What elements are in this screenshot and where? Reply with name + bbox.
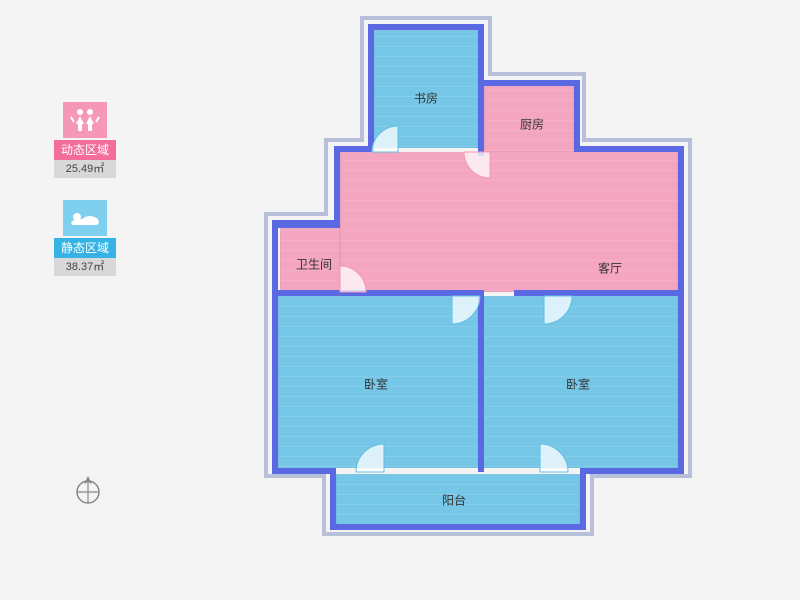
wall-segment: [580, 468, 684, 474]
outer-wall: [590, 474, 692, 478]
room-label-bath: 卫生间: [296, 256, 332, 273]
legend-dynamic-label: 动态区域: [54, 140, 116, 160]
room-living: [340, 152, 678, 292]
outer-wall: [360, 16, 492, 20]
outer-wall: [688, 138, 692, 478]
outer-wall: [322, 474, 326, 536]
legend-panel: 动态区域 25.49㎡ 静态区域 38.37㎡: [54, 102, 116, 298]
wall-segment: [514, 290, 684, 296]
wall-segment: [580, 468, 586, 530]
wall-segment: [272, 290, 340, 296]
legend-dynamic-value: 25.49㎡: [54, 160, 116, 178]
floor-plan: 书房厨房客厅 卫生间卧室 卧室阳台: [256, 20, 706, 570]
wall-segment: [272, 468, 334, 474]
room-label-study: 书房: [414, 90, 438, 107]
legend-static: 静态区域 38.37㎡: [54, 200, 116, 276]
wall-segment: [574, 80, 580, 152]
outer-wall: [590, 474, 594, 536]
wall-segment: [334, 146, 340, 224]
outer-wall: [488, 16, 492, 76]
outer-wall: [582, 138, 692, 142]
wall-segment: [678, 146, 684, 472]
outer-wall: [488, 72, 586, 76]
room-label-balcony: 阳台: [442, 492, 466, 509]
compass-icon: [72, 474, 104, 506]
outer-wall: [582, 72, 586, 142]
outer-wall: [360, 16, 364, 142]
wall-segment: [368, 24, 484, 30]
room-label-bed1: 卧室: [364, 376, 388, 393]
wall-segment: [478, 24, 484, 156]
wall-segment: [574, 146, 684, 152]
wall-segment: [478, 80, 578, 86]
wall-segment: [330, 468, 336, 530]
wall-segment: [330, 524, 586, 530]
outer-wall: [264, 212, 268, 478]
wall-segment: [478, 290, 484, 472]
wall-segment: [340, 290, 478, 296]
outer-wall: [324, 138, 364, 142]
room-label-kitchen: 厨房: [520, 116, 544, 133]
wall-segment: [272, 220, 278, 472]
legend-dynamic: 动态区域 25.49㎡: [54, 102, 116, 178]
outer-wall: [324, 138, 328, 216]
wall-segment: [272, 220, 340, 228]
outer-wall: [322, 532, 594, 536]
room-label-living: 客厅: [598, 260, 622, 277]
people-icon: [63, 102, 107, 138]
room-label-bed2: 卧室: [566, 376, 590, 393]
wall-segment: [334, 146, 374, 152]
wall-segment: [368, 24, 374, 152]
legend-static-label: 静态区域: [54, 238, 116, 258]
sleeping-icon: [63, 200, 107, 236]
outer-wall: [264, 212, 328, 216]
legend-static-value: 38.37㎡: [54, 258, 116, 276]
outer-wall: [264, 474, 326, 478]
